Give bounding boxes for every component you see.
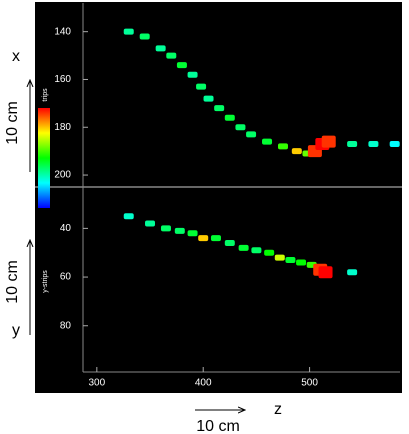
y-axis-label: trips bbox=[42, 88, 49, 102]
y-tick-label: 40 bbox=[60, 223, 72, 234]
y-tick-label: 180 bbox=[54, 122, 71, 133]
frame bbox=[35, 2, 402, 393]
y-tick-label: 200 bbox=[54, 170, 71, 181]
hit bbox=[262, 138, 273, 145]
scale-label: 10 cm bbox=[196, 418, 240, 434]
hit bbox=[291, 148, 302, 155]
hit bbox=[347, 269, 358, 276]
hit bbox=[224, 114, 235, 121]
hit bbox=[174, 227, 185, 234]
hit bbox=[123, 213, 134, 220]
y-tick-label: 140 bbox=[54, 26, 71, 37]
hit bbox=[123, 28, 134, 35]
hit bbox=[285, 257, 296, 264]
hit bbox=[347, 140, 358, 147]
hit bbox=[145, 220, 156, 227]
hit bbox=[318, 266, 333, 279]
x-tick-label: 300 bbox=[88, 378, 105, 389]
hit bbox=[210, 235, 221, 242]
hit bbox=[187, 71, 198, 78]
hit bbox=[224, 239, 235, 246]
hit bbox=[214, 105, 225, 112]
hit bbox=[264, 249, 275, 256]
hit bbox=[277, 143, 288, 150]
hit bbox=[321, 135, 336, 148]
hit bbox=[203, 95, 214, 102]
hit bbox=[389, 140, 400, 147]
colorbar bbox=[38, 108, 50, 208]
hit bbox=[139, 33, 150, 40]
axis-name: y bbox=[12, 322, 20, 339]
y-tick-label: 60 bbox=[60, 272, 72, 283]
x-tick-label: 400 bbox=[195, 378, 212, 389]
hit bbox=[251, 247, 262, 254]
hit bbox=[196, 83, 207, 90]
hit bbox=[198, 235, 209, 242]
hit bbox=[187, 230, 198, 237]
hit bbox=[274, 254, 285, 261]
hit bbox=[166, 52, 177, 59]
y-axis-label: y-strips bbox=[42, 270, 49, 293]
hit bbox=[368, 140, 379, 147]
scale-label: 10 cm bbox=[4, 260, 21, 304]
y-tick-label: 80 bbox=[60, 320, 72, 331]
x-tick-label: 500 bbox=[301, 378, 318, 389]
y-tick-label: 160 bbox=[54, 74, 71, 85]
hit bbox=[155, 45, 166, 52]
hit bbox=[238, 244, 249, 251]
axis-name: z bbox=[274, 401, 282, 418]
hit bbox=[296, 259, 307, 266]
hit bbox=[176, 62, 187, 69]
hit bbox=[160, 225, 171, 232]
hit bbox=[235, 124, 246, 131]
hit bbox=[246, 131, 257, 138]
axis-name: x bbox=[12, 48, 20, 65]
scale-label: 10 cm bbox=[4, 101, 21, 145]
